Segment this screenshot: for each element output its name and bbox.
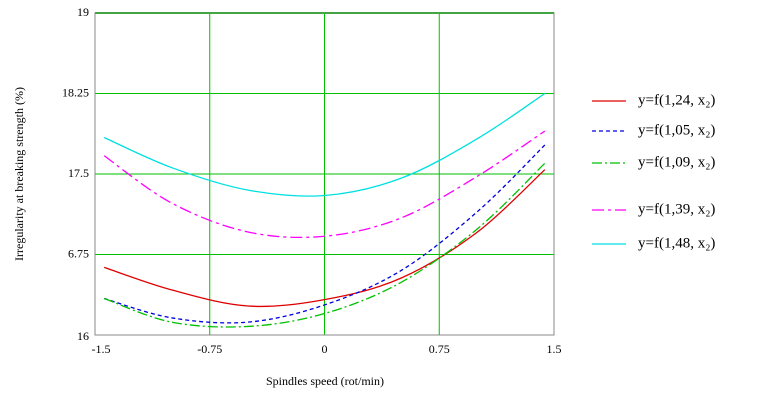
y-tick-label: 6.75 [68,246,89,260]
series-line [103,130,546,239]
y-tick-label: 16 [77,329,89,343]
x-tick-label: -0.75 [197,342,222,356]
y-tick-label: 18.25 [62,85,89,99]
legend-label: y=f(1,05, x₂) [638,122,715,138]
legend-label: y=f(1,24, x₂) [638,92,715,108]
y-axis-label: Irregularity at breaking strength (%) [12,87,26,261]
x-tick-label: 0 [322,342,328,356]
y-tick-label: 17.5 [68,166,89,180]
y-tick-label: 19 [77,5,89,19]
series-line [103,162,546,328]
series-line [103,169,546,308]
x-tick-label: 0.75 [429,342,450,356]
x-tick-label: -1.5 [92,342,111,356]
x-tick-label: 1.5 [547,342,562,356]
legend-label: y=f(1,39, x₂) [638,201,715,217]
legend-label: y=f(1,48, x₂) [638,235,715,251]
x-axis-label: Spindles speed (rot/min) [266,374,384,388]
plot-frame [94,12,555,336]
legend-label: y=f(1,09, x₂) [638,154,715,170]
series-line [104,144,546,324]
series-line [103,92,546,197]
